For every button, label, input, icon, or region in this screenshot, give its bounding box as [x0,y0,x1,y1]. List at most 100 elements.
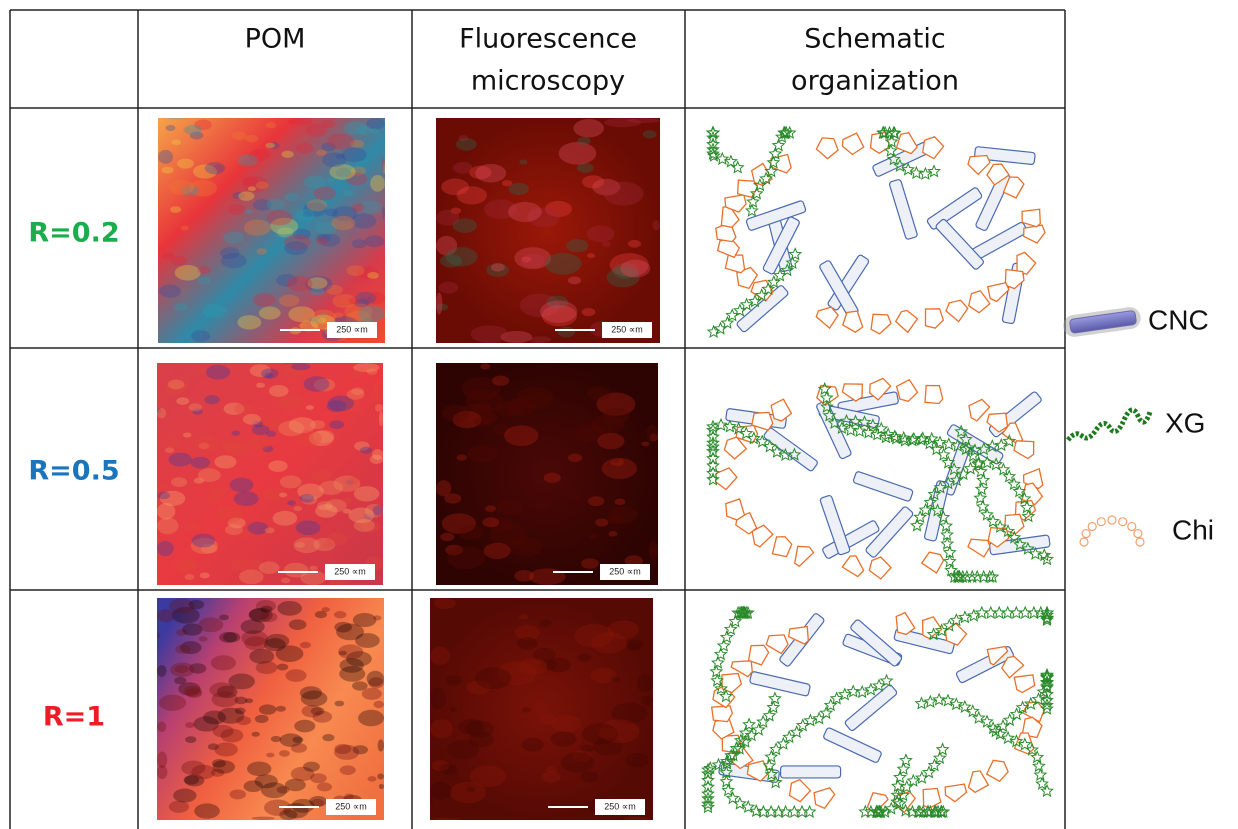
texture-spot [277,664,288,671]
texture-spot [157,609,175,622]
texture-spot [342,497,352,503]
texture-spot [269,385,289,397]
texture-spot [256,383,265,388]
chi-unit [968,156,990,175]
legend: CNC XG Chi [1062,304,1214,546]
texture-spot [185,722,195,728]
chi-unit [772,537,791,557]
texture-spot [170,663,194,678]
chi-unit [946,300,968,321]
texture-spot [566,239,588,252]
texture-spot [310,773,327,783]
chi-unit [987,760,1008,781]
chi-bead [1088,522,1096,530]
texture-spot [216,506,243,522]
texture-spot [432,818,462,820]
texture-spot [311,470,332,482]
texture-spot [214,455,236,468]
texture-spot [620,260,650,278]
texture-spot [206,365,230,380]
cnc-rod [781,766,841,778]
texture-spot [239,570,263,585]
texture-spot [430,782,452,800]
texture-spot [646,425,658,442]
texture-spot [232,131,247,140]
cnc-rod [749,671,810,696]
texture-spot [236,716,251,725]
schematic [707,378,1052,582]
texture-spot [552,715,581,733]
texture-spot [279,750,290,757]
texture-spot [265,527,275,533]
texture-spot [190,457,210,469]
column-header: POM [245,24,306,55]
texture-spot [355,633,380,648]
texture-spot [171,477,187,487]
xg-unit [928,166,939,177]
texture-spot [244,636,267,650]
texture-spot [288,118,312,125]
texture-spot [379,411,383,426]
legend-label: Chi [1172,514,1214,545]
texture-spot [589,534,599,540]
chi-bead [1119,518,1127,526]
xg-icon [1068,410,1150,440]
texture-spot [327,178,335,183]
texture-spot [365,235,385,247]
texture-spot [193,436,218,451]
chi-unit [843,133,864,154]
cnc-rod [853,471,914,502]
texture-spot [331,216,355,230]
chi-unit [816,138,838,159]
chi-unit [795,546,814,566]
texture-spot [539,714,556,724]
texture-spot [447,740,479,759]
texture-spot [459,525,484,540]
texture-spot [614,498,625,505]
texture-spot [279,492,287,497]
texture-spot [352,681,368,690]
texture-spot [230,478,254,492]
texture-spot [169,453,192,467]
texture-spot [377,773,384,779]
texture-spot [604,182,644,206]
texture-spot [519,614,528,620]
texture-spot [176,397,189,405]
texture-spot [276,706,286,712]
texture-spot [312,711,332,723]
xg-unit [724,421,735,432]
texture-spot [260,612,278,623]
texture-spot [197,277,211,285]
texture-spot [628,118,660,123]
cnc-rod [889,179,918,240]
texture-spot [602,408,630,425]
chi-unit [725,255,744,273]
texture-spot [287,276,313,291]
texture-spot [568,276,581,284]
chi-bead [1080,538,1088,546]
texture-spot [237,315,261,329]
chi-unit [896,613,915,635]
texture-spot [442,405,470,422]
texture-spot [295,143,313,154]
texture-spot [307,199,327,211]
texture-spot [608,515,623,524]
texture-spot [374,382,383,394]
texture-spot [322,607,330,612]
texture-spot [300,494,314,503]
chi-unit [969,771,989,792]
cnc-rod [926,187,982,231]
texture-spot [304,376,330,392]
texture-spot [304,176,326,189]
texture-spot [198,468,221,482]
chi-unit [945,623,966,645]
texture-spot [436,210,459,226]
texture-spot [191,765,215,780]
texture-spot [300,686,322,699]
chi-unit [871,314,891,334]
texture-spot [430,719,453,738]
texture-spot [255,715,269,723]
texture-spot [343,189,354,196]
chi-unit [923,137,944,159]
texture-spot [256,181,269,189]
